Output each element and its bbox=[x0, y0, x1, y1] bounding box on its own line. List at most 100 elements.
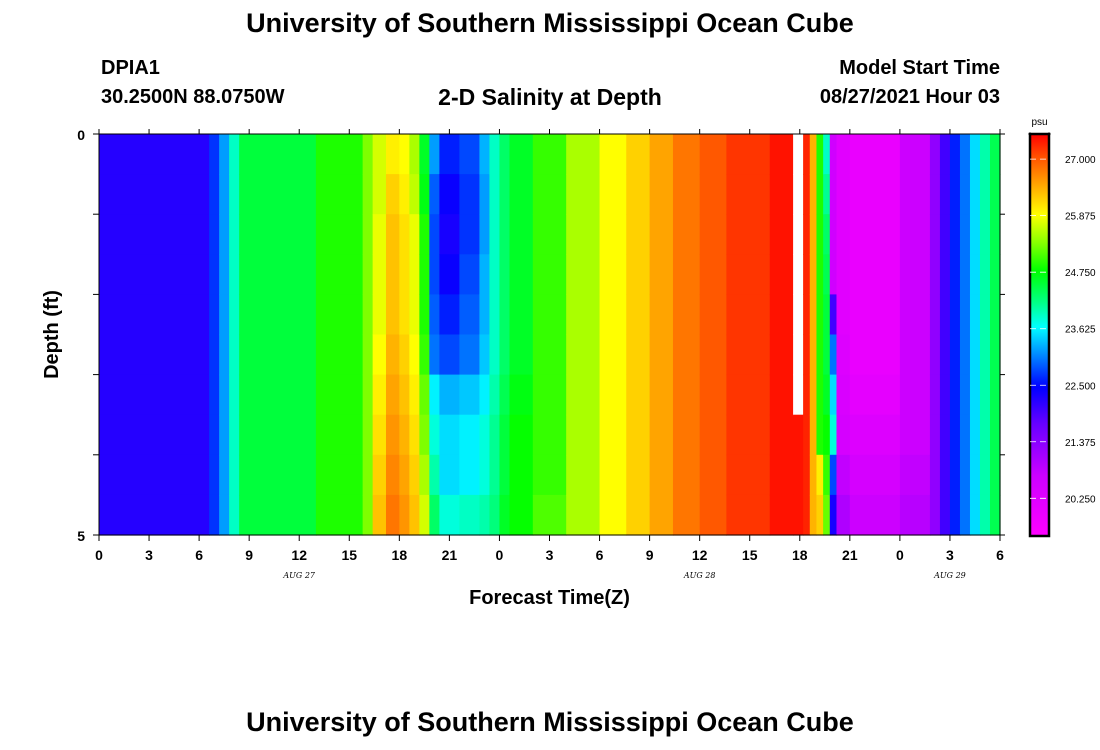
heatmap-cell bbox=[726, 174, 771, 215]
heatmap-cell bbox=[566, 414, 601, 456]
heatmap-cell bbox=[509, 174, 534, 215]
heatmap-cell bbox=[599, 414, 627, 456]
heatmap-cell bbox=[929, 414, 941, 456]
heatmap-cell bbox=[803, 174, 811, 215]
heatmap-cell bbox=[479, 454, 491, 496]
heatmap-cell bbox=[979, 334, 991, 376]
heatmap-cell bbox=[939, 214, 951, 255]
heatmap-cell bbox=[99, 494, 210, 536]
heatmap-cell bbox=[229, 454, 240, 496]
heatmap-cell bbox=[532, 214, 567, 255]
colorbar-tick-label: 23.625 bbox=[1065, 325, 1096, 336]
heatmap-cell bbox=[439, 254, 460, 295]
heatmap-cell bbox=[419, 174, 430, 215]
heatmap-cell bbox=[939, 294, 951, 336]
heatmap-cell bbox=[399, 294, 410, 336]
heatmap-cell bbox=[429, 454, 440, 496]
heatmap-cell bbox=[362, 134, 374, 175]
heatmap-cell bbox=[769, 494, 794, 536]
heatmap-cell bbox=[823, 254, 831, 295]
heatmap-cell bbox=[372, 494, 387, 536]
heatmap-cell bbox=[385, 374, 400, 416]
heatmap-cell bbox=[439, 334, 460, 376]
heatmap-cell bbox=[372, 254, 387, 295]
heatmap-cell bbox=[829, 334, 838, 376]
heatmap-cell bbox=[489, 454, 501, 496]
heatmap-cell bbox=[672, 294, 701, 336]
heatmap-cell bbox=[969, 254, 981, 295]
heatmap-cell bbox=[509, 374, 534, 416]
heatmap-cell bbox=[499, 214, 511, 255]
heatmap-cell bbox=[939, 494, 951, 536]
heatmap-cell bbox=[649, 494, 674, 536]
heatmap-cell bbox=[459, 174, 481, 215]
heatmap-cell bbox=[429, 374, 440, 416]
heatmap-cell bbox=[219, 134, 230, 175]
heatmap-cell bbox=[99, 334, 210, 376]
heatmap-cell bbox=[649, 374, 674, 416]
heatmap-cell bbox=[899, 174, 931, 215]
x-tick-label: 6 bbox=[596, 547, 604, 563]
heatmap-cell bbox=[726, 374, 771, 416]
heatmap-cell bbox=[929, 494, 941, 536]
heatmap-cell bbox=[372, 294, 387, 336]
heatmap-cell bbox=[849, 414, 901, 456]
heatmap-cell bbox=[726, 454, 771, 496]
heatmap-cell bbox=[372, 414, 387, 456]
heatmap-cell bbox=[99, 134, 210, 175]
heatmap-cell bbox=[509, 334, 534, 376]
heatmap-cell bbox=[219, 454, 230, 496]
heatmap-cell bbox=[99, 454, 210, 496]
heatmap-cell bbox=[385, 294, 400, 336]
heatmap-cell bbox=[823, 134, 831, 175]
heatmap-cell bbox=[459, 214, 481, 255]
heatmap-cell bbox=[769, 334, 794, 376]
colorbar-ticks: 27.000 25.875 24.750 23.625 22.500 21.375 20.2… bbox=[1028, 132, 1096, 505]
heatmap-cell bbox=[793, 294, 804, 336]
heatmap-cell bbox=[499, 494, 511, 536]
x-date-label: AUG 27 bbox=[282, 571, 316, 580]
heatmap-cell bbox=[939, 414, 951, 456]
heatmap-cell bbox=[209, 214, 220, 255]
heatmap-cell bbox=[409, 414, 420, 456]
heatmap-cell bbox=[699, 454, 727, 496]
heatmap-cell bbox=[509, 294, 534, 336]
heatmap-cell bbox=[823, 374, 831, 416]
heatmap-cell bbox=[949, 494, 961, 536]
heatmap-cell bbox=[849, 294, 901, 336]
heatmap-cell bbox=[979, 494, 991, 536]
model-start-value: 08/27/2021 Hour 03 bbox=[819, 86, 1000, 108]
heatmap-cell bbox=[99, 254, 210, 295]
heatmap-cell bbox=[809, 174, 818, 215]
heatmap-cell bbox=[969, 174, 981, 215]
colorbar-tick-label: 22.500 bbox=[1065, 381, 1096, 392]
heatmap-cell bbox=[989, 414, 1001, 456]
colorbar-unit: psu bbox=[1031, 117, 1047, 128]
heatmap-cell bbox=[509, 494, 534, 536]
colorbar-corner-dot bbox=[1047, 132, 1051, 136]
heatmap-cell bbox=[239, 494, 317, 536]
heatmap-cell bbox=[599, 374, 627, 416]
heatmap-cell bbox=[509, 414, 534, 456]
heatmap-cell bbox=[769, 374, 794, 416]
heatmap-cell bbox=[949, 374, 961, 416]
heatmap-cell bbox=[209, 494, 220, 536]
heatmap-cell bbox=[959, 134, 971, 175]
heatmap-cell bbox=[699, 294, 727, 336]
heatmap-cell bbox=[219, 374, 230, 416]
x-date-label: AUG 29 bbox=[933, 571, 966, 580]
heatmap-cell bbox=[429, 254, 440, 295]
heatmap-cell bbox=[479, 294, 491, 336]
heatmap-cell bbox=[726, 414, 771, 456]
heatmap-cell bbox=[769, 294, 794, 336]
heatmap-cell bbox=[532, 374, 567, 416]
heatmap-cell bbox=[989, 454, 1001, 496]
heatmap-cell bbox=[439, 174, 460, 215]
heatmap-cell bbox=[726, 254, 771, 295]
heatmap-cell bbox=[439, 214, 460, 255]
heatmap-cell bbox=[803, 454, 811, 496]
heatmap-cell bbox=[532, 454, 567, 496]
y-axis: 05 bbox=[77, 127, 1005, 544]
heatmap-cell bbox=[479, 374, 491, 416]
